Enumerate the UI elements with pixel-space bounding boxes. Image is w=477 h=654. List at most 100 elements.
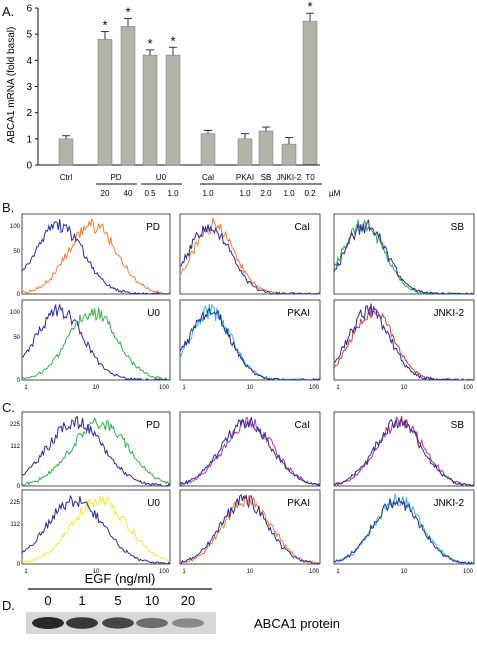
x-tick-label: 10 xyxy=(247,569,254,575)
histogram-label: U0 xyxy=(147,308,160,319)
histogram-label: SB xyxy=(451,222,465,233)
y-tick-label: 5 xyxy=(26,30,32,41)
y-tick-label: 225 xyxy=(10,500,21,506)
bar xyxy=(58,138,74,166)
dose-label: 1.0 xyxy=(167,189,179,198)
histogram-pkai: PKAI 1 10 100 xyxy=(179,489,321,575)
bar xyxy=(142,54,158,166)
x-tick-label: 100 xyxy=(159,385,170,391)
histogram-pd: PD 225 112 0 xyxy=(10,411,171,490)
panel-a-label: A. xyxy=(2,4,14,19)
significance-marker: * xyxy=(125,4,130,19)
y-tick-label: 112 xyxy=(10,444,20,450)
histogram-frame xyxy=(179,489,321,565)
dose-label: 0.5 xyxy=(144,189,156,198)
dose-label: 2.0 xyxy=(260,189,272,198)
group-label: Cal xyxy=(202,173,214,182)
y-tick-label: 0 xyxy=(17,292,21,298)
significance-marker: * xyxy=(307,0,312,14)
lane-label: 5 xyxy=(114,593,121,608)
histogram-label: JNKI-2 xyxy=(433,498,464,509)
treated-curve xyxy=(21,218,171,295)
significance-marker: * xyxy=(102,18,107,33)
x-tick-label: 1 xyxy=(336,385,340,391)
y-tick-label: 225 xyxy=(10,422,21,428)
histogram-label: PKAI xyxy=(287,498,310,509)
dose-label: 1.0 xyxy=(202,189,214,198)
histogram-frame xyxy=(333,299,475,381)
x-tick-label: 1 xyxy=(182,569,186,575)
histogram-frame xyxy=(21,411,171,487)
y-tick-label: 100 xyxy=(10,310,21,316)
x-tick-label: 1 xyxy=(24,385,28,391)
x-tick-label: 10 xyxy=(247,385,254,391)
significance-marker: * xyxy=(170,33,175,48)
dose-label: 40 xyxy=(124,189,133,198)
y-tick-label: 4 xyxy=(26,56,32,67)
y-tick-label: 3 xyxy=(26,82,32,93)
bar xyxy=(258,130,274,166)
panel-b-label: B. xyxy=(2,200,14,215)
histogram-pkai: PKAI 1 10 100 xyxy=(179,299,321,391)
control-curve xyxy=(21,415,171,487)
group-label: SB xyxy=(261,173,272,182)
y-tick-label: 112 xyxy=(10,522,20,528)
control-curve xyxy=(333,417,475,487)
blot-band-label: ABCA1 protein xyxy=(254,616,340,631)
histogram-frame xyxy=(21,213,171,295)
histogram-label: JNKI-2 xyxy=(433,308,464,319)
histogram-u0: U0 100 50 01 10 100 xyxy=(10,299,171,391)
histogram-cai: CaI xyxy=(179,213,321,295)
treated-curve xyxy=(21,495,171,564)
x-tick-label: 100 xyxy=(463,385,474,391)
control-curve xyxy=(333,303,474,382)
control-curve xyxy=(21,303,171,381)
histogram-frame xyxy=(179,299,321,381)
histogram-frame xyxy=(179,411,321,487)
control-curve xyxy=(21,219,171,295)
y-tick-label: 0 xyxy=(26,161,32,172)
dose-label: 20 xyxy=(101,189,110,198)
histogram-sb: SB xyxy=(333,411,475,487)
lane-label: 10 xyxy=(145,593,159,608)
x-tick-label: 100 xyxy=(463,569,474,575)
y-tick-label: 2 xyxy=(26,108,32,119)
bar xyxy=(237,138,253,166)
group-label: Ctrl xyxy=(60,173,73,182)
treated-curve xyxy=(21,417,171,487)
lane-label: 20 xyxy=(181,593,195,608)
histogram-label: CaI xyxy=(294,222,310,233)
bar xyxy=(302,20,318,166)
control-curve xyxy=(179,224,321,295)
dose-label: 0.2 xyxy=(304,189,316,198)
histogram-label: PKAI xyxy=(287,308,310,319)
significance-marker: * xyxy=(147,36,152,51)
histogram-label: U0 xyxy=(147,498,160,509)
y-tick-label: 1 xyxy=(26,134,32,145)
protein-band xyxy=(172,618,204,628)
x-tick-label: 1 xyxy=(336,569,340,575)
panel-d-western-blot: D. EGF (ng/ml) 0 1 5 10 20 ABCA1 protein xyxy=(2,571,340,634)
treated-curve xyxy=(21,307,170,381)
histogram-cai: CaI xyxy=(179,411,321,487)
protein-band xyxy=(66,617,98,629)
bar xyxy=(97,39,113,166)
histogram-jnki-2: JNKI-2 1 10 100 xyxy=(333,299,475,391)
treated-curve xyxy=(333,218,475,295)
group-label: T0 xyxy=(305,173,315,182)
blot-title: EGF (ng/ml) xyxy=(85,571,156,586)
x-tick-label: 100 xyxy=(309,569,320,575)
x-tick-label: 10 xyxy=(401,569,408,575)
x-tick-label: 100 xyxy=(309,385,320,391)
panel-c-label: C. xyxy=(2,400,15,415)
y-tick-label: 100 xyxy=(10,224,21,230)
histogram-pd: PD 100 50 0 xyxy=(10,213,171,298)
histogram-frame xyxy=(333,489,475,565)
lane-label: 0 xyxy=(44,593,51,608)
group-label: PD xyxy=(110,173,121,182)
y-tick-label: 50 xyxy=(13,335,20,341)
protein-band xyxy=(32,617,64,629)
